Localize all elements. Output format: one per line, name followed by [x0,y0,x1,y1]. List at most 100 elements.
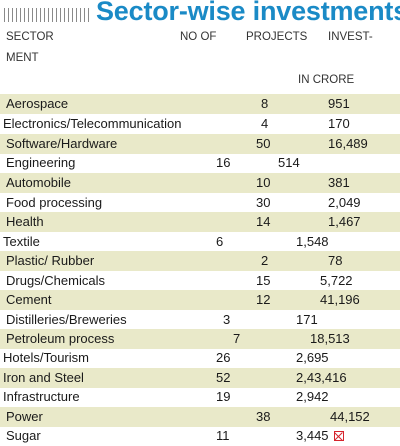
header-invest: INVEST- [328,31,373,43]
sector-cell: Food processing [6,195,103,210]
sector-cell: Iron and Steel [3,370,84,385]
header-projects: PROJECTS [246,31,308,43]
table-row: Sugar 11 3,445 [0,426,400,446]
sector-cell: Power [6,409,43,424]
sector-cell: Infrastructure [3,389,80,404]
invest-cell: 1,467 [328,214,361,229]
projects-cell: 12 [256,292,271,307]
table-row: Power 38 44,152 [0,407,400,427]
invest-value: 381 [328,175,350,190]
table-row: Hotels/Tourism 26 2,695 [0,348,400,368]
header-sector: SECTOR [6,31,54,43]
invest-value: 1,548 [296,234,329,249]
table-row: Iron and Steel 52 2,43,416 [0,368,400,388]
projects-cell: 11 [216,428,230,443]
table-row: Petroleum process 7 18,513 [0,329,400,349]
projects-cell: 10 [256,175,271,190]
invest-value: 514 [278,155,300,170]
projects-cell: 52 [216,370,231,385]
invest-value: 3,445 [296,428,329,443]
invest-cell: 2,43,416 [296,370,347,385]
decorative-bars [4,8,90,22]
sector-cell: Hotels/Tourism [3,350,89,365]
invest-value: 44,152 [330,409,370,424]
projects-cell: 15 [256,273,271,288]
projects-cell: 2 [261,253,269,268]
invest-value: 171 [296,312,318,327]
sector-cell: Plastic/ Rubber [6,253,95,268]
table-row: Engineering 16 514 [0,153,400,173]
invest-cell: 2,942 [296,389,329,404]
projects-cell: 16 [216,155,231,170]
header-no-of: NO OF [180,31,217,43]
projects-cell: 3 [223,312,231,327]
table-row: Plastic/ Rubber 2 78 [0,251,400,271]
table-row: Textile 6 1,548 [0,232,400,252]
invest-cell: 41,196 [320,292,360,307]
table-row: Cement 12 41,196 [0,290,400,310]
projects-cell: 38 [256,409,271,424]
table-row: Automobile 10 381 [0,173,400,193]
table-row: Distilleries/Breweries 3 171 [0,310,400,330]
invest-cell: 514 [278,155,300,170]
invest-cell: 381 [328,175,350,190]
projects-cell: 50 [256,136,271,151]
invest-cell: 170 [328,116,350,131]
table-row: Software/Hardware 50 16,489 [0,134,400,154]
table-row: Food processing 30 2,049 [0,193,400,213]
invest-cell: 2,049 [328,195,361,210]
header-sector-ment: MENT [6,52,39,64]
sector-cell: Drugs/Chemicals [6,273,105,288]
projects-cell: 4 [261,116,269,131]
sector-cell: Health [6,214,44,229]
invest-value: 41,196 [320,292,360,307]
invest-cell: 78 [328,253,342,268]
table-row: Electronics/Telecommunication 4 170 [0,114,400,134]
sector-cell: Electronics/Telecommunication [3,116,182,131]
table-row: Infrastructure 19 2,942 [0,387,400,407]
title-bar: Sector-wise investments [0,0,400,26]
projects-cell: 7 [233,331,241,346]
invest-value: 170 [328,116,350,131]
projects-cell: 19 [216,389,231,404]
invest-cell: 951 [328,96,350,111]
sector-cell: Petroleum process [6,331,115,346]
invest-cell: 5,722 [320,273,353,288]
invest-cell: 18,513 [310,331,350,346]
invest-value: 16,489 [328,136,368,151]
invest-value: 2,942 [296,389,329,404]
header-in-crore: IN CRORE [298,74,355,86]
table-row: Drugs/Chemicals 15 5,722 [0,271,400,291]
invest-value: 2,049 [328,195,361,210]
invest-cell: 1,548 [296,234,329,249]
invest-value: 2,43,416 [296,370,347,385]
page-title: Sector-wise investments [96,0,400,26]
sector-cell: Automobile [6,175,72,190]
close-box-icon[interactable] [333,431,344,441]
sector-cell: Sugar [6,428,41,443]
sector-cell: Distilleries/Breweries [6,312,127,327]
projects-cell: 30 [256,195,271,210]
sector-cell: Aerospace [6,96,69,111]
projects-cell: 14 [256,214,271,229]
sector-cell: Textile [3,234,40,249]
table-row: Health 14 1,467 [0,212,400,232]
projects-cell: 6 [216,234,224,249]
invest-value: 18,513 [310,331,350,346]
invest-value: 2,695 [296,350,329,365]
invest-cell: 16,489 [328,136,368,151]
invest-value: 951 [328,96,350,111]
invest-cell: 44,152 [330,409,370,424]
projects-cell: 8 [261,96,269,111]
invest-value: 1,467 [328,214,361,229]
invest-cell: 2,695 [296,350,329,365]
sector-cell: Cement [6,292,52,307]
invest-value: 5,722 [320,273,353,288]
invest-cell: 3,445 [296,428,344,443]
sector-cell: Engineering [6,155,76,170]
projects-cell: 26 [216,350,231,365]
invest-cell: 171 [296,312,318,327]
invest-value: 78 [328,253,343,268]
table-row: Aerospace 8 951 [0,94,400,114]
sector-cell: Software/Hardware [6,136,118,151]
